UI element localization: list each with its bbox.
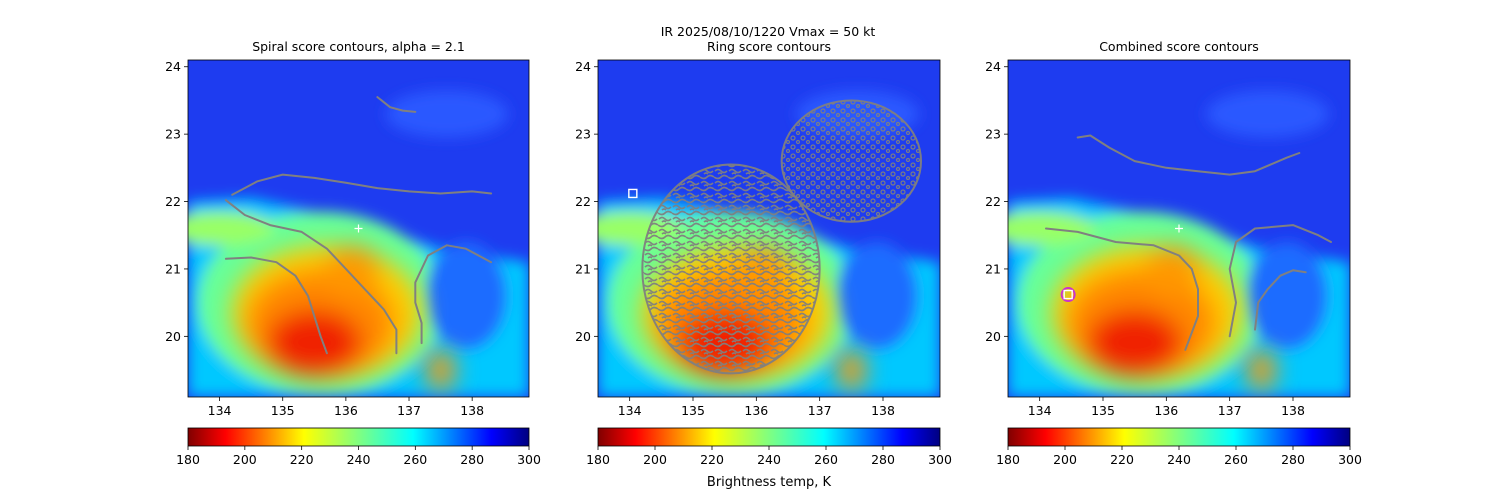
contour-line — [224, 256, 328, 355]
contour-set — [224, 96, 493, 355]
axes-frame — [1007, 59, 1351, 398]
y-tick-label: 24 — [165, 59, 181, 74]
y-tick-label: 22 — [985, 194, 1001, 209]
brightness-temp-image — [188, 60, 529, 397]
y-tick-label: 22 — [165, 194, 181, 209]
colorbar-tick-label: 220 — [290, 452, 314, 467]
colorbar-tick-label: 220 — [1110, 452, 1134, 467]
contour-line — [231, 173, 493, 196]
y-tick-label: 21 — [575, 261, 591, 276]
square-marker — [628, 188, 638, 199]
convective-core — [231, 245, 455, 391]
contour-line — [1076, 134, 1301, 176]
colorbar-tick-label: 280 — [1281, 452, 1305, 467]
colorbar-tick-label: 300 — [1338, 452, 1362, 467]
x-tick-label: 136 — [334, 403, 358, 418]
colorbar-tick-label: 260 — [403, 452, 427, 467]
colorbar-tick-label: 180 — [176, 452, 200, 467]
contour-line — [1228, 224, 1332, 338]
colorbar — [187, 427, 530, 447]
contour-line — [1254, 269, 1307, 331]
x-tick-label: 134 — [618, 403, 642, 418]
y-tick-label: 24 — [985, 59, 1001, 74]
contour-region — [641, 163, 821, 375]
colorbar-tick-label: 260 — [814, 452, 838, 467]
colorbar-tick-label: 200 — [233, 452, 257, 467]
y-tick-label: 24 — [575, 59, 591, 74]
y-tick-label: 23 — [575, 127, 591, 142]
colorbar-tick-label: 180 — [586, 452, 610, 467]
colorbar — [597, 427, 941, 447]
colorbar-tick-label: 240 — [1167, 452, 1191, 467]
x-tick-label: 135 — [271, 403, 295, 418]
colorbar-tick-label: 300 — [928, 452, 952, 467]
y-tick-label: 23 — [985, 127, 1001, 142]
suptitle: IR 2025/08/10/1220 Vmax = 50 kt — [661, 24, 876, 39]
square-marker — [1063, 289, 1073, 300]
contour-line — [414, 244, 493, 345]
center-plus-marker — [354, 224, 363, 233]
x-tick-label: 138 — [1281, 403, 1305, 418]
y-tick-label: 21 — [165, 261, 181, 276]
y-tick-label: 20 — [575, 329, 591, 344]
y-tick-label: 20 — [985, 329, 1001, 344]
panel-combined-score: Combined score contours 134 135 136 137 138 20… — [985, 39, 1362, 467]
x-tick-label: 135 — [681, 403, 705, 418]
colorbar-tick-label: 280 — [460, 452, 484, 467]
colorbar — [1007, 427, 1351, 447]
x-tick-label: 135 — [1091, 403, 1115, 418]
brightness-temp-image — [1008, 60, 1350, 397]
x-tick-label: 138 — [460, 403, 484, 418]
y-tick-label: 21 — [985, 261, 1001, 276]
x-tick-label: 136 — [744, 403, 768, 418]
circle-marker — [1060, 287, 1076, 303]
colorbar-tick-label: 240 — [757, 452, 781, 467]
x-tick-label: 137 — [397, 403, 421, 418]
contour-line — [224, 199, 398, 355]
y-tick-label: 23 — [165, 127, 181, 142]
x-tick-label: 137 — [1218, 403, 1242, 418]
x-tick-label: 134 — [1028, 403, 1052, 418]
colorbar-tick-label: 300 — [517, 452, 541, 467]
colorbar-tick-label: 180 — [996, 452, 1020, 467]
colorbar-label: Brightness temp, K — [707, 475, 832, 490]
colorbar-tick-label: 200 — [643, 452, 667, 467]
contour-line — [376, 96, 417, 113]
panel-ring-score: Ring score contours 134 135 136 137 138 20 21 22… — [575, 39, 952, 467]
colorbar-tick-label: 280 — [871, 452, 895, 467]
contour-line — [1045, 227, 1199, 351]
panel-spiral-score: Spiral score contours, alpha = 2.1 134 135… — [165, 39, 541, 467]
colorbar-tick-label: 200 — [1053, 452, 1077, 467]
y-tick-label: 20 — [165, 329, 181, 344]
x-tick-label: 136 — [1154, 403, 1178, 418]
x-tick-label: 134 — [208, 403, 232, 418]
panel-title: Ring score contours — [707, 39, 831, 54]
colorbar-tick-label: 220 — [700, 452, 724, 467]
axes-frame — [187, 59, 530, 398]
panel-title: Combined score contours — [1099, 39, 1259, 54]
x-tick-label: 138 — [871, 403, 895, 418]
contour-set — [1045, 134, 1332, 351]
colorbar-tick-label: 260 — [1224, 452, 1248, 467]
x-tick-label: 137 — [808, 403, 832, 418]
y-tick-label: 22 — [575, 194, 591, 209]
axes-frame — [597, 59, 941, 398]
contour-region — [780, 99, 922, 223]
colorbar-tick-label: 240 — [347, 452, 371, 467]
center-plus-marker — [1175, 224, 1183, 233]
panel-title: Spiral score contours, alpha = 2.1 — [252, 39, 465, 54]
contour-set — [641, 99, 922, 375]
